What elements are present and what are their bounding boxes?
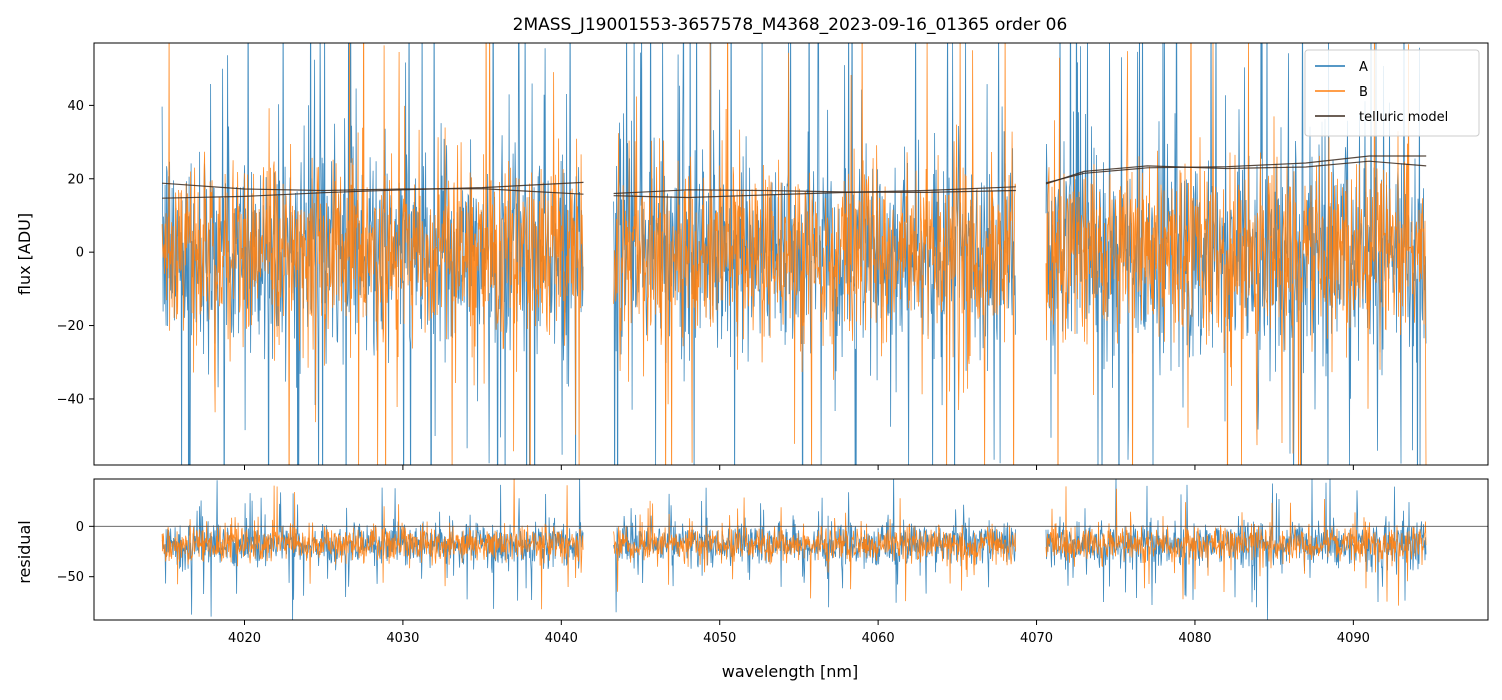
residual-panel-frame [93, 478, 1489, 621]
series-a-segment-1 [161, 43, 584, 465]
flux-ytick-label: −40 [57, 392, 84, 407]
residual-panel: 0 −50 4020 4030 4040 4050 4060 4070 4080 4090 re… [15, 478, 1489, 681]
flux-ytick-label: −20 [57, 319, 84, 334]
telluric-model-line-1-segment-2 [613, 189, 1016, 195]
xtick-label: 4060 [862, 631, 895, 646]
legend-label-a: A [1359, 60, 1368, 75]
x-axis-label: wavelength [nm] [722, 662, 859, 681]
series-b-segment-3 [1045, 43, 1427, 465]
legend-label-telluric-model: telluric model [1359, 110, 1448, 125]
series-b-segment-1 [161, 43, 584, 465]
legend-label-b: B [1359, 85, 1368, 100]
xtick-label: 4050 [703, 631, 736, 646]
series-a-segment-3 [1045, 479, 1427, 620]
telluric-model-line-1-segment-1 [162, 182, 584, 195]
series-b-segment-3 [1045, 486, 1427, 606]
residual-ytick-label: 0 [76, 520, 84, 535]
series-b-segment-2 [613, 497, 1016, 602]
residual-ytick-label: −50 [57, 570, 84, 585]
flux-panel-frame [93, 42, 1489, 466]
telluric-model-line-2-segment-1 [162, 181, 584, 199]
chart-title: 2MASS_J19001553-3657578_M4368_2023-09-16… [513, 15, 1068, 35]
flux-ytick-label: 40 [67, 99, 84, 114]
residual-ylabel: residual [15, 520, 34, 583]
xtick-label: 4040 [545, 631, 578, 646]
series-a-segment-1 [161, 479, 584, 620]
flux-ytick-label: 0 [76, 246, 84, 261]
xtick-label: 4080 [1178, 631, 1211, 646]
xtick-label: 4070 [1020, 631, 1053, 646]
telluric-model-line-2-segment-3 [1045, 155, 1427, 184]
xtick-label: 4090 [1337, 631, 1370, 646]
series-b-segment-2 [613, 43, 1016, 465]
flux-ytick-label: 20 [67, 172, 84, 187]
flux-ylabel: flux [ADU] [15, 213, 34, 295]
telluric-model-line-2-segment-2 [613, 186, 1016, 199]
xtick-label: 4030 [386, 631, 419, 646]
xtick-label: 4020 [228, 631, 261, 646]
series-b-segment-1 [161, 479, 584, 610]
legend-box [1304, 49, 1480, 137]
telluric-model-line-1-segment-3 [1045, 160, 1427, 185]
